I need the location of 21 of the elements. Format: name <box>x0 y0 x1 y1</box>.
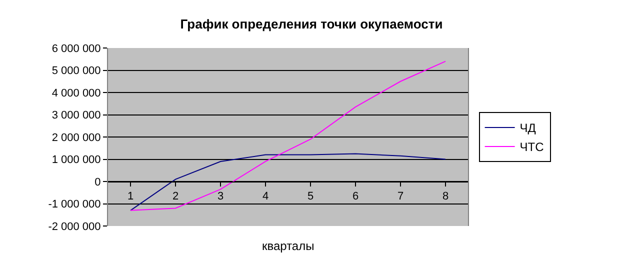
y-tick-label: 0 <box>94 176 101 188</box>
x-tick-label: 6 <box>352 190 359 203</box>
legend-label: ЧД <box>520 121 536 136</box>
x-tick-label: 8 <box>442 190 449 203</box>
y-tick-label: 2 000 000 <box>52 132 101 144</box>
x-tick-label: 7 <box>397 190 404 203</box>
y-tick-label: 3 000 000 <box>52 110 101 122</box>
y-tick-label: 1 000 000 <box>52 154 101 166</box>
x-tick-label: 5 <box>307 190 314 203</box>
legend-label: ЧТС <box>520 140 544 154</box>
x-tick-label: 4 <box>262 190 269 203</box>
x-tick-label: 1 <box>127 190 134 203</box>
y-tick-label: -1 000 000 <box>48 198 101 211</box>
y-tick-label: 4 000 000 <box>52 87 101 100</box>
chart-title: График определения точки окупаемости <box>180 16 443 32</box>
y-tick-label: 6 000 000 <box>52 42 101 55</box>
x-tick-label: 2 <box>172 190 179 203</box>
y-tick-label: 5 000 000 <box>52 65 101 78</box>
x-tick-label: 3 <box>217 190 224 203</box>
x-axis-title: кварталы <box>262 239 314 253</box>
y-tick-label: -2 000 000 <box>48 220 101 233</box>
